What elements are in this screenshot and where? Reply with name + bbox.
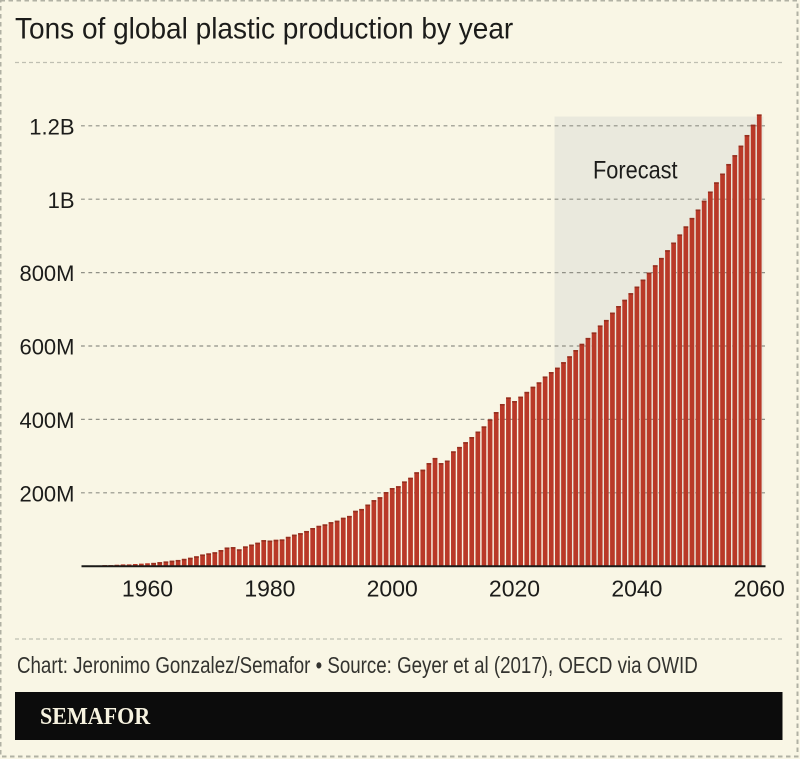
svg-text:Tons of global plastic product: Tons of global plastic production by yea… [15,13,514,46]
svg-text:1B: 1B [48,188,75,213]
svg-text:1960: 1960 [122,575,173,601]
svg-text:Chart: Jeronimo Gonzalez/Semaf: Chart: Jeronimo Gonzalez/Semafor • Sourc… [17,653,698,678]
svg-text:2000: 2000 [367,575,418,601]
svg-text:200M: 200M [19,481,74,506]
svg-text:400M: 400M [19,408,74,433]
svg-text:600M: 600M [19,335,74,360]
svg-text:2040: 2040 [611,575,662,601]
svg-text:SEMAFOR: SEMAFOR [40,703,151,730]
svg-text:2020: 2020 [489,575,540,601]
svg-text:1980: 1980 [244,575,295,601]
svg-text:800M: 800M [19,261,74,286]
svg-text:1.2B: 1.2B [29,114,74,139]
svg-text:Forecast: Forecast [593,156,678,184]
svg-text:2060: 2060 [734,575,785,601]
